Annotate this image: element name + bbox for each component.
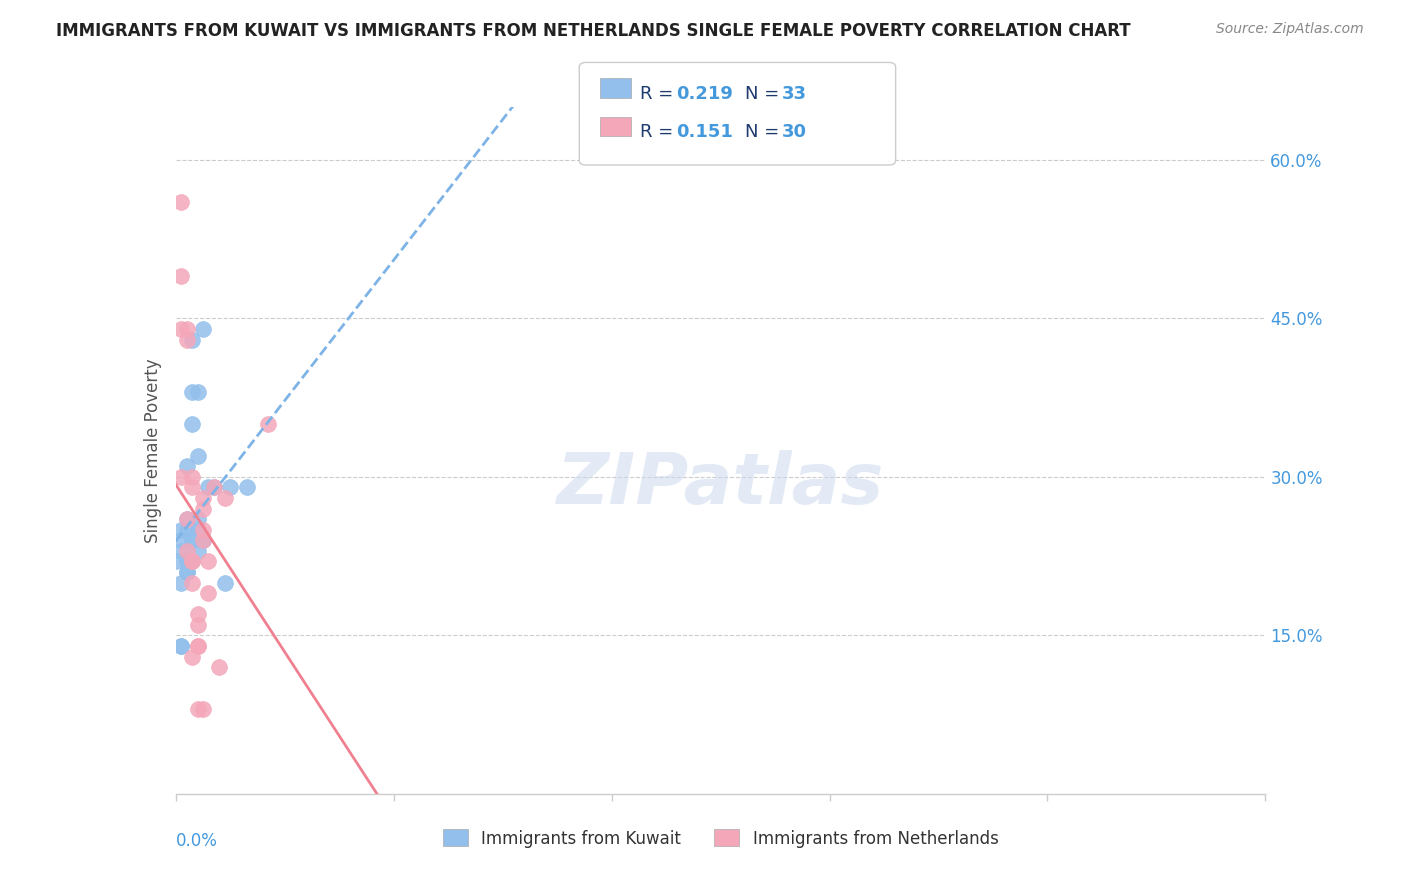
Point bbox=[181, 554, 204, 568]
Text: 33: 33 bbox=[782, 85, 807, 103]
Point bbox=[197, 554, 219, 568]
Point bbox=[181, 533, 204, 548]
Text: N =: N = bbox=[745, 85, 785, 103]
Point bbox=[202, 480, 225, 494]
Point bbox=[176, 565, 198, 579]
Point bbox=[181, 417, 204, 431]
Y-axis label: Single Female Poverty: Single Female Poverty bbox=[143, 359, 162, 542]
Point bbox=[170, 639, 193, 653]
Text: N =: N = bbox=[745, 123, 785, 141]
Point bbox=[181, 575, 204, 590]
Point bbox=[176, 322, 198, 336]
Point bbox=[170, 639, 193, 653]
Point bbox=[170, 575, 193, 590]
Point bbox=[181, 649, 204, 664]
Point bbox=[186, 702, 209, 716]
Point bbox=[202, 480, 225, 494]
Point bbox=[181, 554, 204, 568]
Legend: Immigrants from Kuwait, Immigrants from Netherlands: Immigrants from Kuwait, Immigrants from … bbox=[436, 822, 1005, 855]
Point bbox=[181, 333, 204, 347]
Point bbox=[186, 617, 209, 632]
Point bbox=[191, 702, 214, 716]
Point bbox=[208, 660, 231, 674]
Point bbox=[181, 385, 204, 400]
Point bbox=[235, 480, 257, 494]
Point bbox=[170, 195, 193, 210]
Point bbox=[186, 607, 209, 622]
Point bbox=[186, 449, 209, 463]
Point bbox=[170, 544, 193, 558]
Point bbox=[186, 523, 209, 537]
Text: R =: R = bbox=[640, 123, 679, 141]
Point bbox=[191, 533, 214, 548]
Point bbox=[165, 554, 187, 568]
Point bbox=[191, 533, 214, 548]
Point bbox=[181, 533, 204, 548]
Point bbox=[191, 523, 214, 537]
Point bbox=[186, 512, 209, 526]
Point bbox=[176, 459, 198, 474]
Point bbox=[186, 385, 209, 400]
Point bbox=[186, 639, 209, 653]
Point bbox=[170, 533, 193, 548]
Point bbox=[170, 322, 193, 336]
Point bbox=[257, 417, 280, 431]
Point bbox=[191, 501, 214, 516]
Point bbox=[181, 554, 204, 568]
Point bbox=[214, 575, 236, 590]
Text: R =: R = bbox=[640, 85, 679, 103]
Point bbox=[197, 480, 219, 494]
Point bbox=[191, 491, 214, 505]
Text: 0.151: 0.151 bbox=[676, 123, 733, 141]
Point bbox=[191, 322, 214, 336]
Point bbox=[176, 554, 198, 568]
Point bbox=[176, 554, 198, 568]
Point bbox=[170, 470, 193, 484]
Point bbox=[186, 639, 209, 653]
Point bbox=[176, 512, 198, 526]
Point bbox=[176, 565, 198, 579]
Text: 0.219: 0.219 bbox=[676, 85, 733, 103]
Point bbox=[170, 523, 193, 537]
Point bbox=[176, 523, 198, 537]
Text: 0.0%: 0.0% bbox=[176, 831, 218, 850]
Point bbox=[219, 480, 242, 494]
Text: ZIPatlas: ZIPatlas bbox=[557, 450, 884, 519]
Point bbox=[214, 491, 236, 505]
Point bbox=[191, 533, 214, 548]
Point bbox=[181, 480, 204, 494]
Point bbox=[197, 586, 219, 600]
Text: Source: ZipAtlas.com: Source: ZipAtlas.com bbox=[1216, 22, 1364, 37]
Text: 30: 30 bbox=[782, 123, 807, 141]
Point bbox=[186, 544, 209, 558]
Point bbox=[181, 470, 204, 484]
Point bbox=[176, 512, 198, 526]
Text: IMMIGRANTS FROM KUWAIT VS IMMIGRANTS FROM NETHERLANDS SINGLE FEMALE POVERTY CORR: IMMIGRANTS FROM KUWAIT VS IMMIGRANTS FRO… bbox=[56, 22, 1130, 40]
Point bbox=[176, 333, 198, 347]
Point bbox=[176, 544, 198, 558]
Point bbox=[170, 269, 193, 284]
